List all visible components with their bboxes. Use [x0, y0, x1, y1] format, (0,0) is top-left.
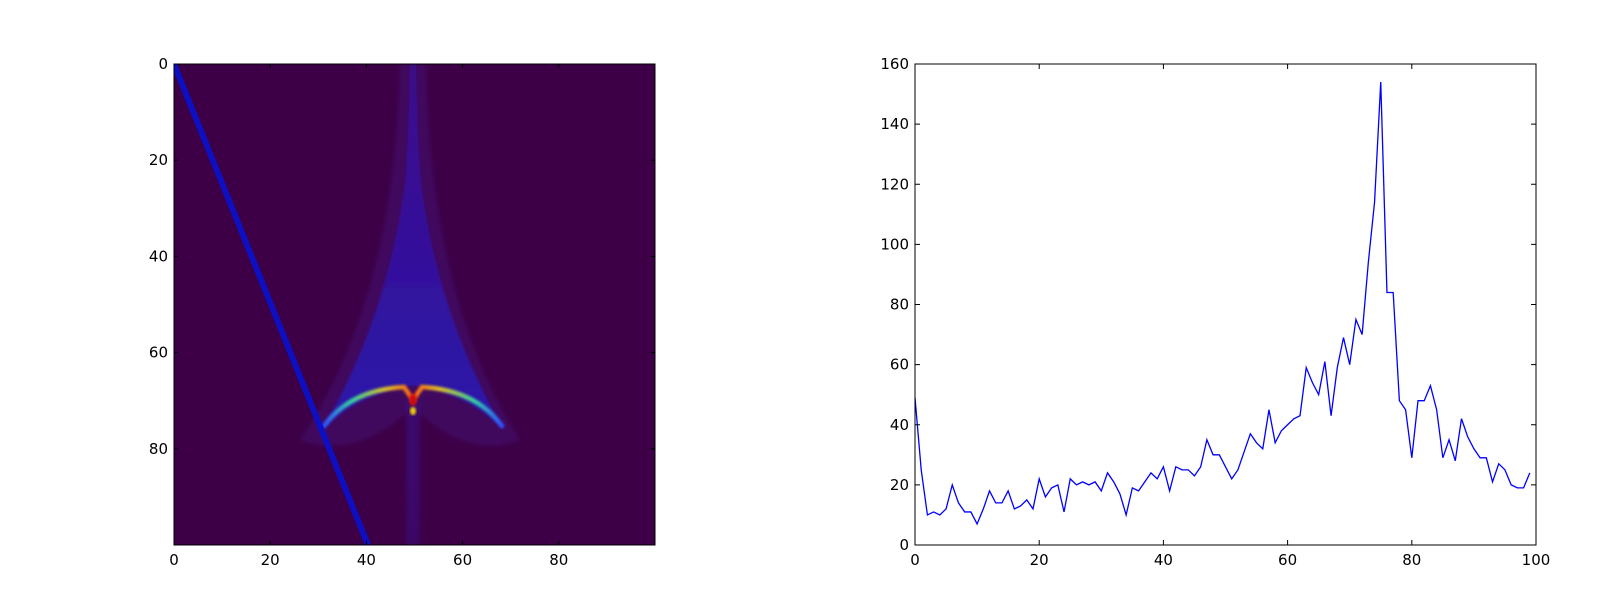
line-x-tick-label: 100: [1522, 551, 1551, 569]
line-plot-area: [915, 64, 1536, 545]
heatmap-cusp-peak: [409, 394, 417, 406]
line-x-tick-label: 0: [910, 551, 920, 569]
heatmap-cusp-tail: [410, 407, 416, 415]
heatmap-y-tick-label: 20: [149, 151, 168, 169]
line-x-tick-label: 60: [1278, 551, 1297, 569]
line-x-tick-label: 40: [1154, 551, 1173, 569]
heatmap-y-tick-label: 0: [158, 55, 168, 73]
heatmap-diagonal-line: [174, 64, 371, 545]
heatmap-y-tick-label: 60: [149, 344, 168, 362]
line-y-tick-label: 20: [890, 476, 909, 494]
heatmap-frame: [173, 63, 656, 546]
line-y-tick-label: 160: [880, 55, 909, 73]
heatmap-x-tick-label: 0: [169, 551, 179, 569]
line-panel: 0 20 40 60 80 100 0 20 40 60 80 100 120 140 160: [880, 55, 1550, 569]
line-y-tick-label: 100: [880, 235, 909, 253]
line-y-tick-label: 0: [899, 536, 909, 554]
heatmap-lower-tail: [405, 400, 421, 545]
heatmap-x-tick-label: 80: [549, 551, 568, 569]
heatmap-features: [174, 64, 520, 545]
heatmap-x-tick-label: 20: [261, 551, 280, 569]
line-x-tick-label: 80: [1402, 551, 1421, 569]
heatmap-x-tick-label: 40: [357, 551, 376, 569]
line-y-tick-label: 80: [890, 296, 909, 314]
heatmap-x-tick-label: 60: [453, 551, 472, 569]
heatmap-y-tick-label: 40: [149, 247, 168, 265]
heatmap-spike: [322, 64, 504, 430]
line-ticks: 0 20 40 60 80 100 0 20 40 60 80 100 120 140 160: [880, 55, 1550, 569]
heatmap-panel: 0 20 40 60 80 0 20 40 60 80: [149, 55, 656, 569]
line-y-tick-label: 120: [880, 175, 909, 193]
line-y-tick-label: 140: [880, 115, 909, 133]
heatmap-ticks: 0 20 40 60 80 0 20 40 60 80: [149, 55, 655, 569]
line-y-tick-label: 40: [890, 416, 909, 434]
line-x-tick-label: 20: [1030, 551, 1049, 569]
heatmap-y-tick-label: 80: [149, 440, 168, 458]
line-y-tick-label: 60: [890, 356, 909, 374]
line-series: [914, 82, 1531, 526]
